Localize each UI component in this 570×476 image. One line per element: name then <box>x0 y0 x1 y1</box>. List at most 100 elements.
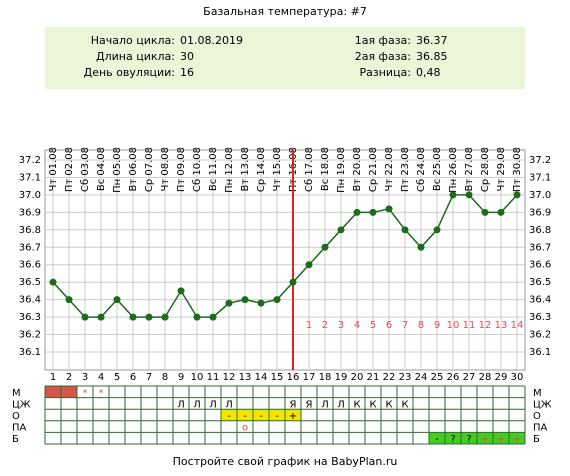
date-label: Пт 09.08 <box>176 147 187 192</box>
row-label: ПА <box>12 423 27 434</box>
date-label: Пн 12.08 <box>224 147 235 193</box>
info-value: 01.08.2019 <box>180 34 243 47</box>
luteal-day: 7 <box>402 320 408 331</box>
data-point <box>193 313 201 321</box>
row-label: Б <box>533 434 540 445</box>
date-label: Сб 10.08 <box>192 147 203 192</box>
table-cell: К <box>353 399 360 410</box>
row-label: ЦЖ <box>533 399 552 410</box>
data-point <box>209 313 217 321</box>
y2-tick-label: 36.5 <box>529 277 551 288</box>
row-label: М <box>533 388 542 399</box>
series-line <box>52 194 518 318</box>
data-point <box>161 313 169 321</box>
data-point <box>305 261 313 269</box>
data-point <box>129 313 137 321</box>
row-label: О <box>533 411 541 422</box>
data-point <box>81 313 89 321</box>
x-tick-label: 27 <box>463 372 476 383</box>
x-tick-label: 5 <box>114 372 120 383</box>
date-label: Чт 08.08 <box>160 147 171 192</box>
y2-tick-label: 36.9 <box>529 207 551 218</box>
data-point <box>97 313 105 321</box>
date-label: Пн 19.08 <box>336 147 347 193</box>
info-value: 36.37 <box>416 34 448 47</box>
footer: Постройте свой график на BabyPlan.ru <box>173 455 398 468</box>
date-label: Ср 14.08 <box>256 147 267 192</box>
table-cell: + <box>289 411 297 422</box>
table-cell: о <box>242 423 248 434</box>
data-point <box>497 208 505 216</box>
luteal-day: 9 <box>434 320 440 331</box>
luteal-day: 2 <box>322 320 328 331</box>
x-tick-label: 1 <box>50 372 56 383</box>
data-point <box>113 296 121 304</box>
x-tick-label: 18 <box>319 372 332 383</box>
y-tick-label: 36.3 <box>19 312 41 323</box>
data-point <box>369 208 377 216</box>
table-cell: Л <box>337 399 345 410</box>
data-point <box>321 243 329 251</box>
date-label: Ср 07.08 <box>144 147 155 192</box>
data-point <box>257 299 265 307</box>
info-value: 30 <box>180 50 194 63</box>
table-cell: Л <box>193 399 201 410</box>
info-label: Разница: <box>360 66 412 79</box>
data-point <box>65 296 73 304</box>
table-cell: Я <box>290 399 297 410</box>
x-tick-label: 20 <box>351 372 364 383</box>
luteal-day: 1 <box>306 320 312 331</box>
row-label: О <box>12 411 20 422</box>
x-tick-label: 29 <box>495 372 508 383</box>
x-tick-label: 4 <box>98 372 104 383</box>
y2-tick-label: 37.2 <box>529 155 551 166</box>
data-point <box>289 278 297 286</box>
x-tick-label: 30 <box>511 372 524 383</box>
x-tick-label: 25 <box>431 372 444 383</box>
info-label: День овуляции: <box>84 66 175 79</box>
table-cell: + <box>481 434 489 445</box>
table-cell: ? <box>450 434 455 445</box>
row-label: ПА <box>533 423 548 434</box>
data-point <box>241 296 249 304</box>
date-label: Вт 13.08 <box>240 147 251 192</box>
x-tick-label: 14 <box>255 372 268 383</box>
luteal-day: 6 <box>386 320 392 331</box>
info-value: 0,48 <box>416 66 441 79</box>
table-cell: Я <box>306 399 313 410</box>
date-label: Вт 06.08 <box>128 147 139 192</box>
x-tick-label: 23 <box>399 372 412 383</box>
luteal-day: 14 <box>511 320 524 331</box>
luteal-day: 13 <box>495 320 508 331</box>
luteal-day: 3 <box>338 320 344 331</box>
table-cell: - <box>227 411 231 422</box>
x-tick-label: 26 <box>447 372 460 383</box>
x-tick-label: 12 <box>223 372 236 383</box>
y-tick-label: 36.5 <box>19 277 41 288</box>
table-cell: Л <box>209 399 217 410</box>
x-tick-label: 15 <box>271 372 284 383</box>
y-tick-label: 37.0 <box>19 190 41 201</box>
date-label: Сб 17.08 <box>304 147 315 192</box>
date-label: Пт 23.08 <box>400 147 411 192</box>
date-label: Ср 28.08 <box>480 147 491 192</box>
date-label: Вт 20.08 <box>352 147 363 192</box>
date-label: Вс 18.08 <box>320 147 331 191</box>
row-label: М <box>12 388 21 399</box>
luteal-day: 8 <box>418 320 424 331</box>
date-label: Чт 29.08 <box>496 147 507 192</box>
date-label: Сб 24.08 <box>416 147 427 192</box>
plot-area <box>44 149 526 371</box>
table-cell: - <box>435 434 439 445</box>
date-label: Вс 25.08 <box>432 147 443 191</box>
chart-title: Базальная температура: #7 <box>203 5 367 18</box>
table-cell: Л <box>177 399 185 410</box>
table-cell: - <box>259 411 263 422</box>
date-label: Вс 04.08 <box>96 147 107 191</box>
data-point <box>481 208 489 216</box>
x-tick-label: 2 <box>66 372 72 383</box>
table-cell: Л <box>321 399 329 410</box>
date-label: Вт 27.08 <box>464 147 475 192</box>
table-cell: К <box>401 399 408 410</box>
y2-tick-label: 36.4 <box>529 295 551 306</box>
